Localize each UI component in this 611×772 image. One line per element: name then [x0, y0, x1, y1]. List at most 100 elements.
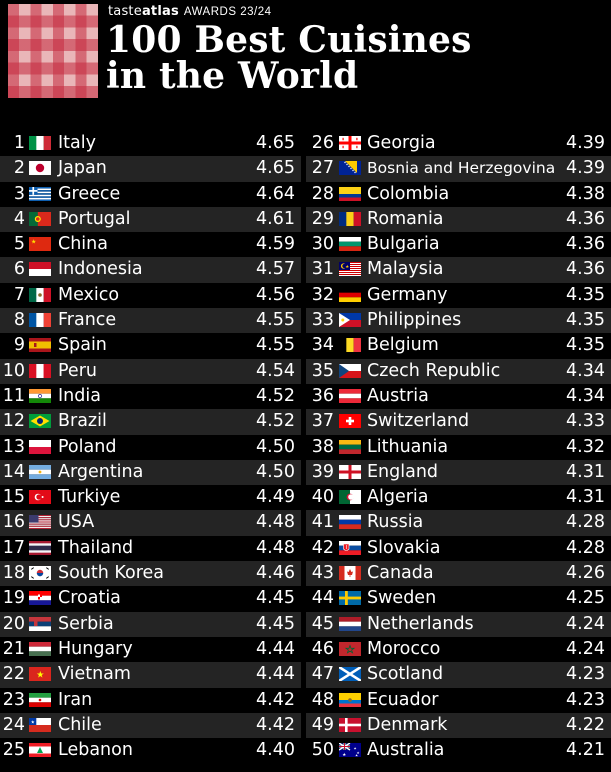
svg-text:★: ★ — [36, 671, 44, 681]
ranking-row: 43 Canada 4.26 — [306, 561, 611, 587]
lithuania-flag-icon — [339, 439, 361, 454]
rank-number: 38 — [311, 436, 334, 457]
rank-number: 14 — [2, 461, 25, 482]
rank-number: 44 — [311, 588, 334, 609]
tasteatlas-checkered-logo-icon — [8, 4, 98, 98]
serbia-flag-icon — [29, 616, 51, 631]
brand-name-part2: atlas — [141, 4, 179, 19]
cuisine-score: 4.50 — [256, 461, 295, 482]
rank-number: 48 — [311, 689, 334, 710]
cuisine-name: Austria — [367, 385, 429, 406]
rank-number: 16 — [2, 512, 25, 533]
cuisine-name: Malaysia — [367, 259, 444, 280]
svg-text:★: ★ — [355, 754, 358, 758]
cuisine-name: Japan — [58, 158, 107, 179]
cuisine-score: 4.64 — [256, 183, 295, 204]
cuisine-name: Algeria — [367, 487, 429, 508]
scotland-flag-icon — [339, 667, 361, 682]
cuisine-score: 4.28 — [566, 512, 605, 533]
ranking-row: 1 Italy 4.65 — [0, 131, 301, 156]
cuisine-name: Serbia — [58, 613, 114, 634]
brand-line: tasteatlas AWARDS 23/24 — [108, 4, 272, 20]
cuisine-name: Italy — [58, 133, 96, 153]
denmark-flag-icon — [339, 717, 361, 732]
rank-number: 50 — [311, 740, 334, 761]
poland-flag-icon — [29, 439, 51, 454]
cuisine-score: 4.38 — [566, 183, 605, 204]
cuisine-name: Iran — [58, 689, 93, 710]
cuisine-name: Poland — [58, 436, 117, 457]
ranking-row: 16 USA 4.48 — [0, 510, 301, 536]
cuisine-name: Russia — [367, 512, 424, 533]
ranking-row: 49 Denmark 4.22 — [306, 712, 611, 739]
ranking-row: 40 Algeria 4.31 — [306, 485, 611, 510]
morocco-flag-icon — [339, 641, 361, 656]
rank-number: 31 — [311, 259, 334, 280]
ranking-row: 31 ★ Malaysia 4.36 — [306, 257, 611, 283]
mexico-flag-icon — [29, 287, 51, 302]
cuisine-score: 4.65 — [256, 158, 295, 179]
cuisine-name: Lebanon — [58, 740, 133, 761]
ranking-row: 24 ★ Chile 4.42 — [0, 712, 301, 739]
usa-flag-icon — [29, 515, 51, 530]
cuisine-name: Canada — [367, 563, 434, 584]
ranking-row: 44 Sweden 4.25 — [306, 586, 611, 611]
rank-number: 21 — [2, 638, 25, 659]
rank-number: 28 — [311, 183, 334, 204]
cuisine-name: Lithuania — [367, 436, 449, 457]
cuisine-name: Germany — [367, 284, 448, 305]
rank-number: 4 — [13, 208, 25, 229]
rank-number: 40 — [311, 487, 334, 508]
cuisine-score: 4.36 — [566, 234, 605, 255]
switzerland-flag-icon — [339, 414, 361, 429]
cuisine-score: 4.40 — [256, 740, 295, 761]
ranking-row: 46 Morocco 4.24 — [306, 637, 611, 662]
cuisine-name: Turkiye — [58, 487, 121, 508]
rank-number: 32 — [311, 284, 334, 305]
ranking-row: 23 Iran 4.42 — [0, 688, 301, 713]
ranking-row: 50 ★ ★ ★ ★ Australia 4.21 — [306, 738, 611, 763]
cuisine-name: Romania — [367, 208, 444, 229]
rank-number: 29 — [311, 208, 334, 229]
cuisine-name: Brazil — [58, 411, 107, 432]
ranking-row: 8 France 4.55 — [0, 308, 301, 334]
hungary-flag-icon — [29, 641, 51, 656]
cuisine-name: Bulgaria — [367, 234, 440, 255]
rank-number: 18 — [2, 563, 25, 584]
cuisine-score: 4.24 — [566, 638, 605, 659]
cuisine-name: Indonesia — [58, 259, 143, 280]
title-line-1: 100 Best Cuisines — [106, 19, 472, 61]
cuisine-score: 4.50 — [256, 436, 295, 457]
rank-number: 34 — [311, 335, 334, 356]
rank-number: 17 — [2, 537, 25, 558]
cuisine-score: 4.46 — [256, 563, 295, 584]
rank-number: 5 — [13, 234, 25, 255]
france-flag-icon — [29, 313, 51, 328]
bosnia-flag-icon — [339, 161, 361, 176]
ranking-row: 19 Croatia 4.45 — [0, 586, 301, 611]
ranking-row: 38 Lithuania 4.32 — [306, 435, 611, 460]
title-line-2: in the World — [106, 55, 359, 97]
england-flag-icon — [339, 464, 361, 479]
turkiye-flag-icon — [29, 490, 51, 505]
cuisine-name: Scotland — [367, 664, 444, 685]
iran-flag-icon — [29, 692, 51, 707]
ranking-row: 45 Netherlands 4.24 — [306, 611, 611, 637]
ranking-row: 4 Portugal 4.61 — [0, 206, 301, 233]
cuisine-score: 4.61 — [256, 208, 295, 229]
ranking-row: 32 Germany 4.35 — [306, 283, 611, 308]
cuisine-name: Denmark — [367, 714, 448, 735]
rank-number: 22 — [2, 664, 25, 685]
ranking-row: 37 Switzerland 4.33 — [306, 409, 611, 435]
ranking-row: 33 Philippines 4.35 — [306, 308, 611, 334]
austria-flag-icon — [339, 388, 361, 403]
ranking-row: 10 Peru 4.54 — [0, 358, 301, 384]
cuisine-score: 4.44 — [256, 664, 295, 685]
cuisine-score: 4.54 — [256, 360, 295, 381]
thailand-flag-icon — [29, 540, 51, 555]
rank-number: 11 — [2, 385, 25, 406]
ranking-row: 18 South Korea 4.46 — [0, 561, 301, 587]
cuisine-name: Portugal — [58, 208, 131, 229]
rank-number: 26 — [311, 133, 334, 153]
cuisine-score: 4.39 — [566, 133, 605, 153]
